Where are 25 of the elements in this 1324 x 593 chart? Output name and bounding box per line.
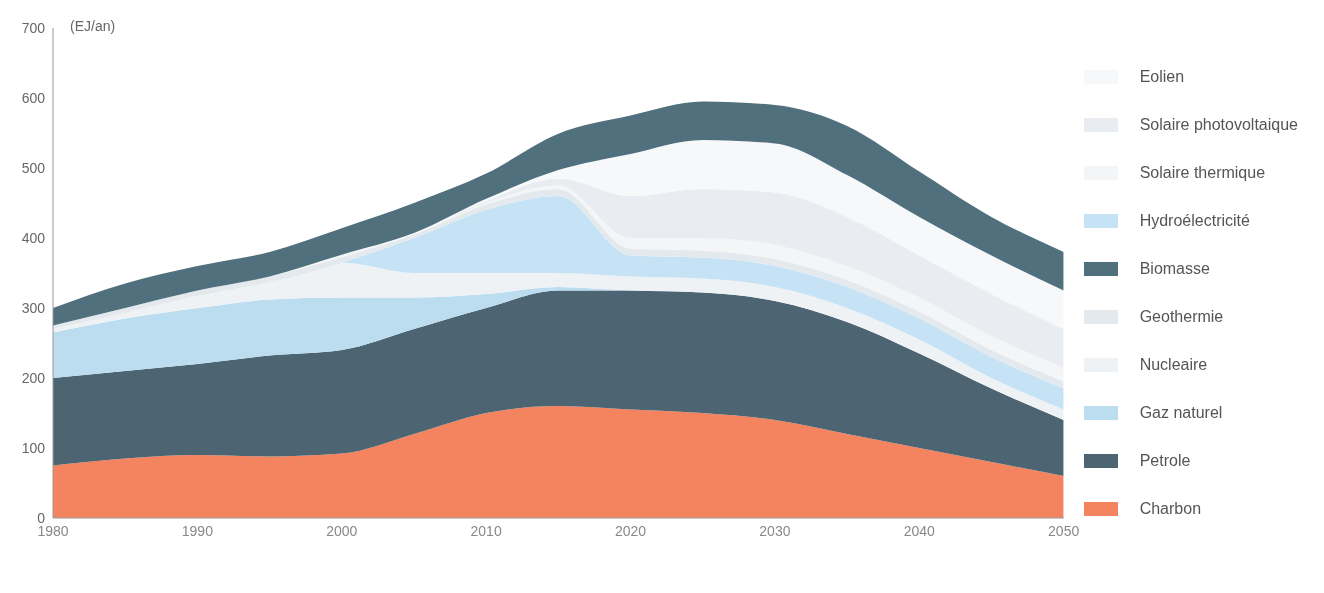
x-tick-label: 2000 [326,522,358,539]
y-axis-title: (EJ/an) [70,18,116,34]
x-tick-label: 2010 [470,522,502,539]
x-tick-label: 2050 [1048,522,1080,539]
y-tick-label: 300 [21,299,46,316]
legend-label: Solaire photovoltaique [1139,116,1298,134]
x-tick-label: 2040 [903,522,936,539]
legend-label: Gaz naturel [1139,404,1223,422]
legend-label: Nucleaire [1139,356,1208,374]
legend-label: Petrole [1139,452,1191,470]
legend-label: Biomasse [1139,260,1210,278]
y-tick-label: 100 [21,439,46,456]
y-tick-label: 200 [21,369,46,386]
x-tick-label: 2030 [759,522,791,539]
legend-label: Hydroélectricité [1139,212,1250,230]
y-tick-label: 500 [21,159,46,176]
legend-label: Geothermie [1139,308,1224,326]
legend-label: Eolien [1139,68,1185,86]
y-tick-label: 400 [21,229,46,246]
y-tick-label: 700 [21,19,46,36]
x-tick-label: 1990 [181,522,214,539]
y-tick-label: 600 [21,89,46,106]
legend-label: Charbon [1139,500,1202,518]
legend-label: Solaire thermique [1139,164,1266,182]
x-tick-label: 2020 [614,522,647,539]
